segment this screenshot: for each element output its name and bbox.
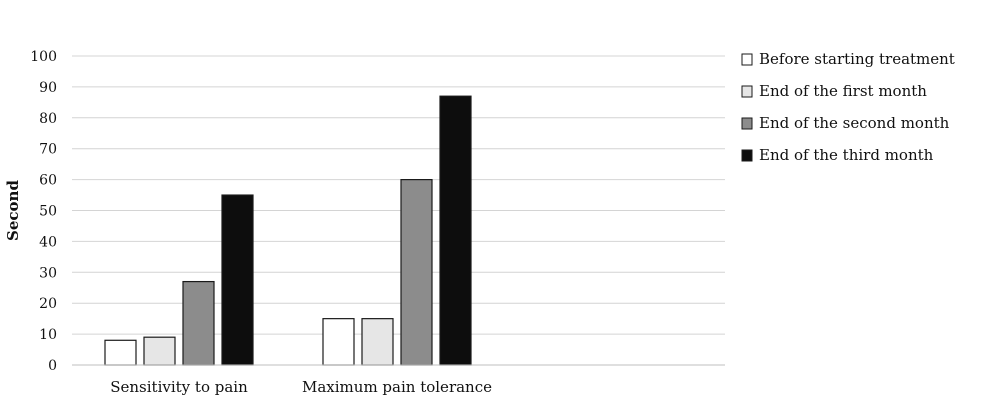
legend-swatch xyxy=(741,149,753,162)
bar xyxy=(322,318,355,366)
y-tick-label: 60 xyxy=(39,173,57,189)
legend-label: End of the second month xyxy=(759,114,950,132)
y-tick-label: 70 xyxy=(39,142,57,158)
legend-swatch xyxy=(741,53,753,66)
y-tick-label: 40 xyxy=(39,234,57,250)
x-axis-categories: Sensitivity to pain Maximum pain toleranc… xyxy=(110,378,492,396)
y-tick-label: 10 xyxy=(39,327,57,343)
y-tick-label: 90 xyxy=(39,80,57,96)
gridlines xyxy=(72,55,725,335)
legend: Before starting treatment End of the firs… xyxy=(741,50,955,164)
bar xyxy=(400,179,433,366)
y-tick-label: 100 xyxy=(30,49,57,65)
x-category-label: Maximum pain tolerance xyxy=(302,378,492,396)
y-tick-label: 30 xyxy=(39,265,57,281)
x-category-label: Sensitivity to pain xyxy=(110,378,248,396)
bar xyxy=(439,95,472,366)
bar xyxy=(361,318,394,366)
legend-label: End of the first month xyxy=(759,82,927,100)
y-tick-label: 50 xyxy=(39,204,57,220)
legend-swatch xyxy=(741,117,753,130)
y-tick-label: 80 xyxy=(39,111,57,127)
bar xyxy=(143,336,176,366)
y-axis-title: Second xyxy=(4,180,22,241)
legend-label: End of the third month xyxy=(759,146,934,164)
y-axis-ticks: 0 10 20 30 40 50 60 70 80 90 100 xyxy=(30,49,57,374)
legend-swatch xyxy=(741,85,753,98)
y-tick-label: 0 xyxy=(48,358,57,374)
legend-label: Before starting treatment xyxy=(759,50,955,68)
bar xyxy=(104,339,137,366)
bar xyxy=(221,194,254,366)
bars xyxy=(104,95,472,366)
y-tick-label: 20 xyxy=(39,296,57,312)
bar xyxy=(182,280,215,366)
